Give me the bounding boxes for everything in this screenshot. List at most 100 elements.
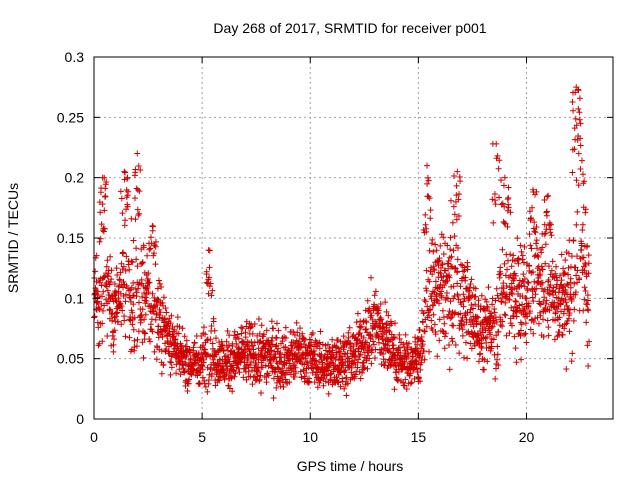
data-point xyxy=(130,237,137,244)
data-point xyxy=(548,267,555,274)
data-point xyxy=(302,355,309,362)
data-point xyxy=(139,339,146,346)
data-point xyxy=(132,216,139,223)
data-point xyxy=(96,306,103,313)
data-point xyxy=(378,316,385,323)
data-point xyxy=(318,351,325,358)
data-point xyxy=(498,298,505,305)
data-point xyxy=(512,298,519,305)
data-point xyxy=(101,273,108,280)
data-point xyxy=(580,254,587,261)
data-point xyxy=(124,174,131,181)
data-point xyxy=(573,177,580,184)
data-point xyxy=(429,271,436,278)
data-point xyxy=(210,318,217,325)
data-point xyxy=(547,221,554,228)
data-point xyxy=(164,332,171,339)
data-point xyxy=(344,350,351,357)
data-point xyxy=(139,293,146,300)
data-point xyxy=(255,356,262,363)
data-point xyxy=(344,380,351,387)
data-point xyxy=(531,219,538,226)
data-point xyxy=(429,288,436,295)
data-point xyxy=(450,283,457,290)
data-point xyxy=(332,356,339,363)
data-point xyxy=(377,315,384,322)
data-point xyxy=(468,276,475,283)
data-point xyxy=(229,343,236,350)
data-point xyxy=(441,320,448,327)
data-point xyxy=(435,257,442,264)
data-point xyxy=(545,263,552,270)
data-point xyxy=(432,278,439,285)
data-point xyxy=(431,321,438,328)
data-point xyxy=(250,346,257,353)
data-point xyxy=(242,348,249,355)
data-point xyxy=(426,312,433,319)
data-point xyxy=(95,305,102,312)
data-point xyxy=(258,322,265,329)
data-point xyxy=(524,287,531,294)
data-point xyxy=(456,350,463,357)
data-point xyxy=(223,371,230,378)
data-point xyxy=(556,329,563,336)
data-point xyxy=(120,278,127,285)
data-point xyxy=(494,292,501,299)
data-point xyxy=(396,344,403,351)
data-point xyxy=(186,376,193,383)
data-point xyxy=(147,338,154,345)
data-point xyxy=(467,309,474,316)
data-point xyxy=(317,328,324,335)
data-point xyxy=(247,362,254,369)
data-point xyxy=(135,162,142,169)
data-point xyxy=(528,214,535,221)
data-point xyxy=(377,301,384,308)
data-point xyxy=(176,366,183,373)
data-point xyxy=(258,389,265,396)
data-point xyxy=(452,342,459,349)
data-point xyxy=(581,267,588,274)
data-point xyxy=(359,369,366,376)
data-point xyxy=(529,294,536,301)
data-point xyxy=(175,330,182,337)
data-point xyxy=(562,270,569,277)
data-point xyxy=(231,328,238,335)
data-point xyxy=(364,297,371,304)
data-point xyxy=(580,171,586,178)
data-point xyxy=(436,300,443,307)
data-point xyxy=(325,390,332,397)
data-point xyxy=(120,250,127,257)
data-point xyxy=(216,377,223,384)
data-point xyxy=(539,266,546,273)
data-point xyxy=(437,264,444,271)
data-point xyxy=(119,210,126,217)
data-point xyxy=(495,362,502,369)
data-point xyxy=(104,287,111,294)
data-point xyxy=(460,268,467,275)
data-point xyxy=(540,333,547,340)
data-point xyxy=(494,351,501,358)
data-point xyxy=(130,279,137,286)
data-point xyxy=(109,317,116,324)
data-point xyxy=(583,273,590,280)
data-point xyxy=(397,350,404,357)
data-point xyxy=(371,355,378,362)
data-point xyxy=(530,298,537,305)
data-point xyxy=(360,359,367,366)
data-point xyxy=(249,381,256,388)
data-point xyxy=(357,351,364,358)
x-tick-label: 20 xyxy=(519,429,535,445)
data-point xyxy=(101,302,108,309)
data-point xyxy=(526,231,533,238)
data-point xyxy=(95,324,102,331)
data-point xyxy=(338,353,345,360)
data-point xyxy=(341,385,348,392)
data-point xyxy=(97,235,104,242)
data-point xyxy=(504,223,511,230)
data-point xyxy=(361,364,368,371)
data-point xyxy=(122,267,129,274)
data-point xyxy=(179,325,186,332)
data-point xyxy=(316,345,323,352)
data-point xyxy=(282,324,289,331)
data-point xyxy=(558,251,565,258)
